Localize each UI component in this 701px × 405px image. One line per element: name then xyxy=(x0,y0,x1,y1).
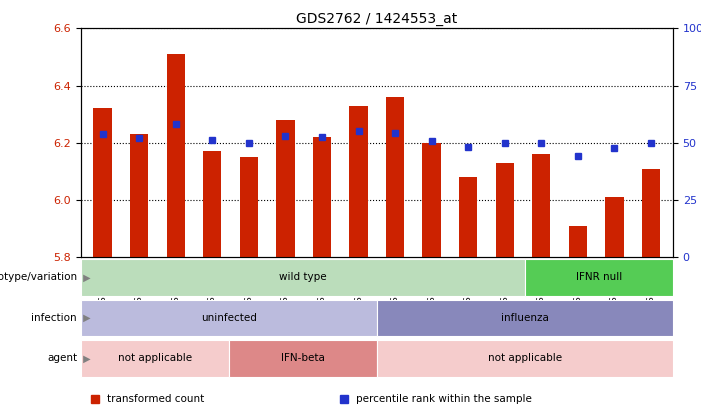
Bar xyxy=(377,340,673,377)
Title: GDS2762 / 1424553_at: GDS2762 / 1424553_at xyxy=(296,12,458,26)
Text: transformed count: transformed count xyxy=(107,394,205,404)
Bar xyxy=(525,259,673,296)
Bar xyxy=(642,168,660,257)
Text: infection: infection xyxy=(32,313,77,323)
Text: ▶: ▶ xyxy=(80,313,90,323)
Bar xyxy=(276,120,294,257)
Bar xyxy=(423,143,441,257)
Text: percentile rank within the sample: percentile rank within the sample xyxy=(356,394,532,404)
Bar xyxy=(81,259,525,296)
Bar xyxy=(386,97,404,257)
Text: IFNR null: IFNR null xyxy=(576,273,622,282)
Bar xyxy=(313,137,331,257)
Text: ▶: ▶ xyxy=(80,354,90,363)
Bar xyxy=(496,163,514,257)
Text: influenza: influenza xyxy=(501,313,549,323)
Bar xyxy=(203,151,222,257)
Bar xyxy=(81,340,229,377)
Bar xyxy=(93,109,111,257)
Bar xyxy=(569,226,587,257)
Text: wild type: wild type xyxy=(279,273,327,282)
Bar xyxy=(377,300,673,336)
Text: genotype/variation: genotype/variation xyxy=(0,273,77,282)
Text: uninfected: uninfected xyxy=(200,313,257,323)
Text: not applicable: not applicable xyxy=(488,354,562,363)
Text: not applicable: not applicable xyxy=(118,354,191,363)
Bar xyxy=(229,340,377,377)
Bar xyxy=(459,177,477,257)
Text: ▶: ▶ xyxy=(80,273,90,282)
Bar xyxy=(167,54,185,257)
Bar xyxy=(532,154,550,257)
Bar xyxy=(349,106,367,257)
Bar xyxy=(81,300,377,336)
Bar xyxy=(606,197,624,257)
Text: agent: agent xyxy=(47,354,77,363)
Text: IFN-beta: IFN-beta xyxy=(281,354,325,363)
Bar xyxy=(130,134,148,257)
Bar xyxy=(240,157,258,257)
